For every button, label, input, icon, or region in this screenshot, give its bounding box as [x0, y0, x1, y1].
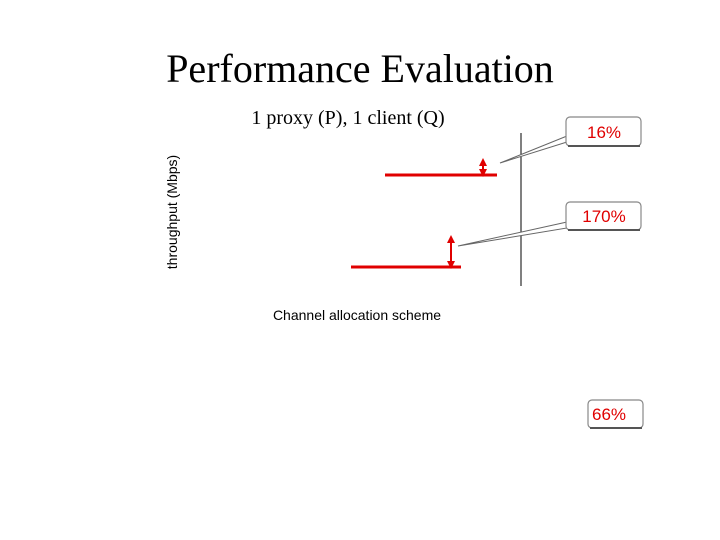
callout-label: 16%	[587, 123, 621, 142]
chart-subtitle: 1 proxy (P), 1 client (Q)	[251, 107, 444, 129]
x-axis-label: Channel allocation scheme	[273, 307, 441, 323]
callout-label: 170%	[582, 207, 625, 226]
callout-label: 66%	[592, 405, 626, 424]
y-axis-label: throughput (Mbps)	[164, 155, 180, 269]
slide-title: Performance Evaluation	[166, 46, 554, 91]
